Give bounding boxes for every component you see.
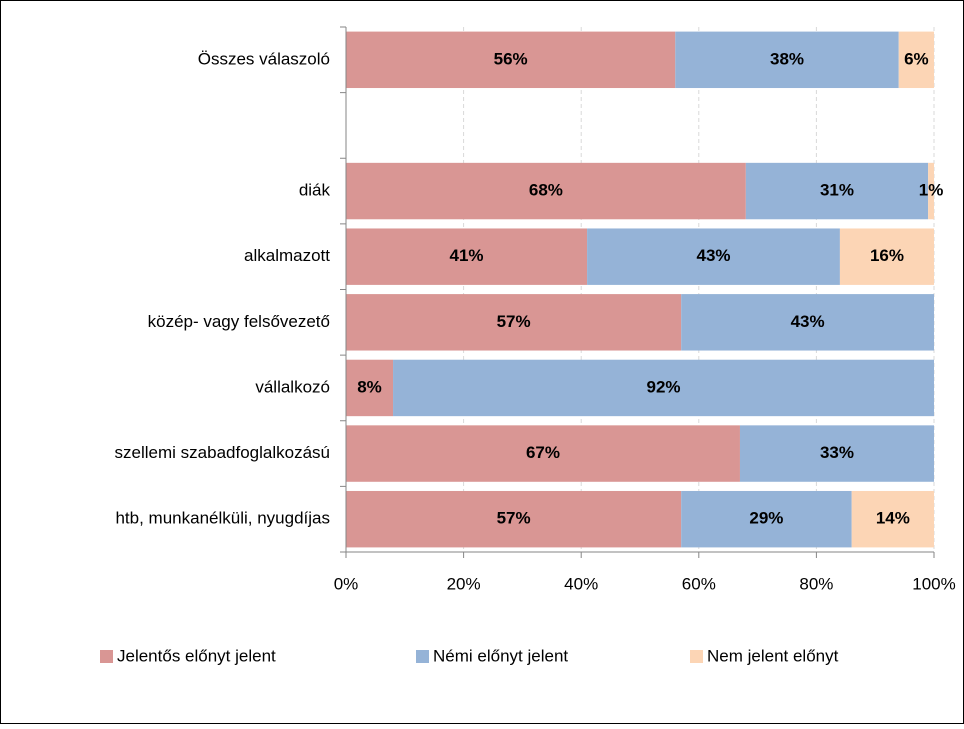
bar-segment <box>346 162 746 220</box>
bar-segment <box>346 228 588 285</box>
category-label: htb, munkanélküli, nyugdíjas <box>115 509 330 528</box>
category-label: vállalkozó <box>255 377 330 396</box>
value-label: 68% <box>529 181 563 200</box>
x-tick-label: 60% <box>682 574 716 593</box>
x-tick-label: 80% <box>799 574 833 593</box>
value-label: 57% <box>497 312 531 331</box>
legend-swatch <box>416 650 429 663</box>
legend-label: Némi előnyt jelent <box>433 646 568 665</box>
value-label: 16% <box>870 246 904 265</box>
value-label: 29% <box>749 509 783 528</box>
bar-segment <box>898 31 934 89</box>
legend-label: Jelentős előnyt jelent <box>117 646 276 665</box>
value-label: 6% <box>904 49 929 68</box>
value-label: 43% <box>696 246 730 265</box>
value-label: 31% <box>820 181 854 200</box>
bar-segment <box>393 359 934 417</box>
legend-label: Nem jelent előnyt <box>707 646 839 665</box>
value-label: 67% <box>526 443 560 462</box>
category-label: szellemi szabadfoglalkozású <box>115 443 330 462</box>
bar-segment <box>346 294 682 351</box>
value-label: 33% <box>820 443 854 462</box>
bar-segment <box>346 359 394 417</box>
value-label: 43% <box>791 312 825 331</box>
value-label: 38% <box>770 49 804 68</box>
bar-segment <box>587 228 840 285</box>
bar-segment <box>346 490 682 548</box>
category-label: alkalmazott <box>244 246 330 265</box>
x-tick-label: 20% <box>447 574 481 593</box>
category-label: diák <box>299 181 331 200</box>
value-label: 14% <box>876 509 910 528</box>
value-label: 8% <box>357 377 382 396</box>
bar-segment <box>675 31 899 89</box>
category-label: közép- vagy felsővezető <box>148 312 330 331</box>
bar-segment <box>839 228 934 285</box>
bar-segment <box>739 425 934 482</box>
value-label: 41% <box>450 246 484 265</box>
bar-segment <box>346 425 740 482</box>
value-label: 57% <box>497 509 531 528</box>
legend-swatch <box>100 650 113 663</box>
bar-segment <box>681 294 934 351</box>
value-label: 56% <box>494 49 528 68</box>
value-label: 92% <box>647 377 681 396</box>
category-label: Összes válaszoló <box>198 49 330 68</box>
bar-segment <box>851 490 934 548</box>
bar-segment <box>346 31 676 89</box>
x-tick-label: 40% <box>564 574 598 593</box>
value-label: 1% <box>919 181 944 200</box>
bar-segment <box>681 490 852 548</box>
legend-swatch <box>690 650 703 663</box>
x-tick-label: 100% <box>912 574 955 593</box>
x-tick-label: 0% <box>334 574 359 593</box>
bar-segment <box>928 162 934 220</box>
bar-segment <box>745 162 929 220</box>
